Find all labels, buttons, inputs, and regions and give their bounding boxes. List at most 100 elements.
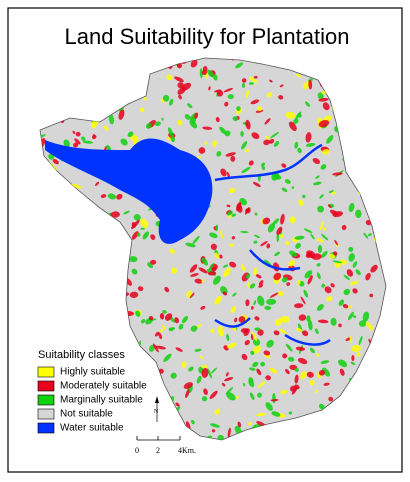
land-patch <box>338 299 345 306</box>
land-patch <box>306 250 316 259</box>
land-patch <box>240 131 244 137</box>
land-patch <box>245 299 250 307</box>
land-patch <box>315 175 320 179</box>
land-patch <box>270 399 279 402</box>
land-patch <box>349 336 352 344</box>
land-patch <box>247 281 251 288</box>
legend-label: Water suitable <box>60 423 124 434</box>
land-patch <box>254 234 260 239</box>
land-patch <box>317 319 329 324</box>
legend-label: Not suitable <box>60 409 113 420</box>
land-patch <box>209 232 218 239</box>
land-patch <box>241 166 251 174</box>
land-patch <box>176 63 183 69</box>
land-patch <box>289 250 297 257</box>
land-patch <box>337 359 348 368</box>
land-patch <box>252 181 261 188</box>
land-patch <box>100 194 107 198</box>
land-patch <box>261 162 266 167</box>
land-patch <box>201 278 205 283</box>
land-patch <box>284 179 291 184</box>
land-patch <box>178 323 184 330</box>
land-patch <box>190 59 198 68</box>
land-patch <box>170 136 175 143</box>
land-patch <box>330 317 337 326</box>
land-patch <box>257 381 267 388</box>
land-patch <box>131 268 138 275</box>
land-patch <box>106 144 111 151</box>
land-patch <box>316 304 324 311</box>
land-patch <box>164 286 170 293</box>
land-patch <box>198 147 206 154</box>
land-patch <box>301 330 309 337</box>
legend-swatch <box>37 422 55 434</box>
land-patch <box>320 164 327 170</box>
land-patch <box>170 372 177 379</box>
land-patch <box>254 316 260 321</box>
land-patch <box>207 368 212 379</box>
land-patch <box>348 305 352 309</box>
land-patch <box>135 310 141 317</box>
land-patch <box>175 347 183 352</box>
land-patch <box>318 403 325 410</box>
land-patch <box>162 310 167 314</box>
land-patch <box>223 88 234 93</box>
scale-label: 4Km. <box>178 446 196 455</box>
land-patch <box>158 368 164 374</box>
land-patch <box>293 118 299 124</box>
land-patch <box>235 395 239 400</box>
legend: Suitability classes Highly suitable Moder… <box>37 349 147 434</box>
land-patch <box>215 116 220 123</box>
land-patch <box>244 339 250 346</box>
land-patch <box>224 130 231 137</box>
land-patch <box>140 218 149 229</box>
land-patch <box>288 411 293 415</box>
land-patch <box>190 325 198 332</box>
land-patch <box>186 103 193 109</box>
land-patch <box>343 288 351 296</box>
land-patch <box>201 396 208 402</box>
land-patch <box>225 152 236 157</box>
land-patch <box>253 75 258 79</box>
land-patch <box>285 343 293 352</box>
land-patch <box>369 293 374 298</box>
land-patch <box>127 131 134 138</box>
land-patch <box>321 283 326 288</box>
land-patch <box>252 361 259 368</box>
land-patch <box>178 94 182 100</box>
land-patch <box>346 269 354 277</box>
land-patch <box>348 202 355 213</box>
river <box>214 143 331 346</box>
land-patch <box>256 368 262 376</box>
land-patch <box>81 136 86 142</box>
land-patch <box>214 252 220 259</box>
land-patch <box>300 371 307 380</box>
land-patch <box>211 429 216 433</box>
land-patch <box>326 134 334 144</box>
land-patch <box>168 327 174 331</box>
land-patch <box>181 82 192 91</box>
land-patch <box>312 157 321 165</box>
land-patch <box>268 139 275 144</box>
land-patch <box>267 223 276 233</box>
land-patch <box>281 163 287 168</box>
land-patch <box>201 257 209 266</box>
land-patch <box>282 353 288 359</box>
land-patch <box>185 242 196 248</box>
land-patch <box>351 354 355 362</box>
land-patch <box>296 73 302 78</box>
land-patch <box>120 138 128 146</box>
land-patch <box>209 423 220 428</box>
land-patch <box>210 243 217 250</box>
land-patch <box>155 345 166 350</box>
legend-label: Marginally suitable <box>60 395 143 406</box>
land-patch <box>274 318 282 326</box>
land-patch <box>227 342 237 349</box>
land-patch <box>224 377 234 382</box>
land-patch <box>370 264 378 273</box>
land-patch <box>303 228 313 233</box>
land-patch <box>242 382 246 387</box>
land-patch <box>339 368 345 376</box>
land-patch <box>365 220 372 226</box>
